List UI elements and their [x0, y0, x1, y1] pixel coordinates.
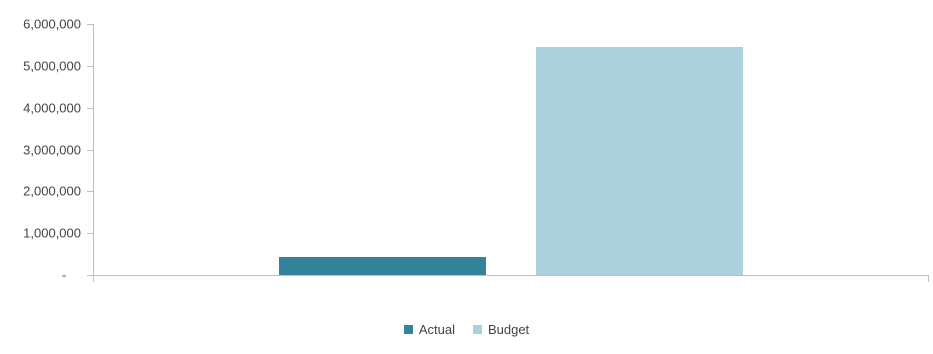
bars — [279, 47, 743, 275]
bar-budget — [536, 47, 743, 275]
axes: - 1,000,000 2,000,000 3,000,000 4,000,000 5,0… — [23, 17, 929, 283]
legend-label-actual: Actual — [418, 322, 455, 337]
legend-item-budget: Budget — [472, 322, 530, 337]
legend-label-budget: Budget — [487, 322, 530, 337]
legend-swatch-actual — [403, 325, 413, 334]
y-tick-label: 5,000,000 — [23, 59, 81, 74]
legend-item-actual: Actual — [403, 322, 455, 337]
y-tick-label: 4,000,000 — [23, 101, 81, 116]
legend: Actual Budget — [0, 322, 933, 337]
y-tick-label: 3,000,000 — [23, 143, 81, 158]
y-tick-label: 2,000,000 — [23, 184, 81, 199]
y-tick-label: 6,000,000 — [23, 17, 81, 32]
legend-swatch-budget — [472, 325, 482, 334]
bar-actual — [279, 257, 486, 275]
y-tick-label: 1,000,000 — [23, 226, 81, 241]
y-tick-label: - — [62, 268, 66, 283]
